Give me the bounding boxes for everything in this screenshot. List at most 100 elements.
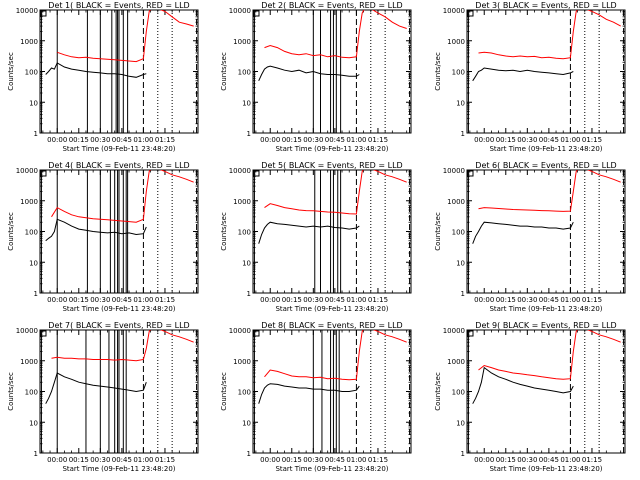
corner-marker	[253, 170, 260, 177]
series-group	[45, 170, 194, 242]
x-tick-label: 01:00	[560, 296, 580, 304]
y-axis-label: Counts/sec	[7, 52, 15, 91]
x-tick-label: 00:00	[474, 456, 494, 464]
x-axis-label: Start Time (09-Feb-11 23:48:20)	[62, 145, 175, 153]
x-tick-label: 01:00	[346, 136, 366, 144]
events-series-line	[258, 221, 360, 244]
x-tick-label: 00:30	[517, 456, 537, 464]
x-axis-label: Start Time (09-Feb-11 23:48:20)	[489, 305, 602, 313]
y-tick-label: 1	[34, 290, 38, 298]
detector-panel-6: Det 6( BLACK = Events, RED = LLD 1 10 100 10…	[434, 161, 626, 313]
y-tick-label: 1000	[447, 358, 465, 366]
x-tick-label: 01:15	[155, 136, 175, 144]
panel-title: Det 9( BLACK = Events, RED = LLD	[475, 321, 616, 330]
y-tick-label: 100	[238, 389, 251, 397]
y-tick-label: 100	[25, 229, 38, 237]
x-tick-label: 00:00	[260, 136, 280, 144]
lld-series-line	[264, 10, 407, 59]
y-tick-label: 1	[34, 450, 38, 458]
y-tick-label: 1000	[20, 198, 38, 206]
corner-marker	[467, 170, 474, 177]
x-tick-label: 00:30	[517, 136, 537, 144]
lld-series-line	[51, 330, 194, 362]
y-tick-label: 1	[247, 450, 251, 458]
x-tick-label: 00:15	[282, 456, 302, 464]
events-series-line	[472, 221, 574, 244]
detector-panel-3: Det 3( BLACK = Events, RED = LLD 1 10 100 10…	[434, 1, 626, 153]
y-tick-label: 1	[461, 290, 465, 298]
panel-title: Det 6( BLACK = Events, RED = LLD	[475, 161, 616, 170]
x-tick-label: 00:15	[69, 136, 89, 144]
y-tick-label: 10	[242, 419, 251, 427]
y-tick-label: 10	[242, 259, 251, 267]
y-tick-label: 1000	[20, 358, 38, 366]
events-series-line	[472, 67, 574, 82]
plot-frame	[466, 169, 626, 294]
x-axis-label: Start Time (09-Feb-11 23:48:20)	[62, 465, 175, 473]
y-tick-label: 10	[242, 99, 251, 107]
y-axis-label: Counts/sec	[220, 212, 228, 251]
marker-lines	[253, 170, 411, 293]
y-tick-label: 10000	[16, 327, 38, 335]
series-group	[472, 170, 621, 244]
x-tick-label: 01:00	[346, 296, 366, 304]
x-axis-label: Start Time (09-Feb-11 23:48:20)	[489, 145, 602, 153]
corner-marker	[253, 330, 260, 337]
x-tick-label: 01:15	[368, 296, 388, 304]
y-tick-label: 1	[461, 130, 465, 138]
x-tick-label: 01:15	[155, 296, 175, 304]
y-tick-label: 100	[452, 389, 465, 397]
marker-lines	[467, 330, 625, 453]
corner-marker	[40, 170, 47, 177]
x-tick-label: 00:30	[90, 456, 110, 464]
y-tick-label: 10	[456, 99, 465, 107]
x-tick-label: 01:15	[368, 136, 388, 144]
x-tick-label: 00:45	[112, 136, 132, 144]
events-series-line	[258, 383, 360, 404]
x-tick-label: 01:00	[133, 296, 153, 304]
x-axis-label: Start Time (09-Feb-11 23:48:20)	[489, 465, 602, 473]
x-axis-label: Start Time (09-Feb-11 23:48:20)	[275, 305, 388, 313]
y-tick-label: 100	[238, 229, 251, 237]
x-tick-label: 01:15	[582, 456, 602, 464]
x-tick-label: 01:00	[133, 136, 153, 144]
plot-frame	[252, 169, 412, 294]
x-tick-label: 00:15	[496, 136, 516, 144]
plot-frame	[252, 9, 412, 134]
x-tick-label: 00:15	[496, 296, 516, 304]
series-group	[45, 330, 194, 404]
marker-lines	[253, 10, 411, 133]
series-group	[258, 330, 407, 404]
y-tick-label: 1	[247, 290, 251, 298]
x-tick-label: 00:00	[260, 296, 280, 304]
detector-panel-7: Det 7( BLACK = Events, RED = LLD 1 10 100 10…	[7, 321, 199, 473]
x-tick-label: 00:15	[69, 456, 89, 464]
events-series-line	[258, 65, 360, 82]
y-axis-label: Counts/sec	[434, 52, 442, 91]
x-tick-label: 00:00	[47, 296, 67, 304]
x-tick-label: 00:45	[539, 456, 559, 464]
x-tick-label: 00:15	[496, 456, 516, 464]
marker-lines	[40, 10, 198, 133]
lld-series-line	[478, 330, 621, 380]
x-tick-label: 00:45	[539, 136, 559, 144]
x-tick-label: 00:15	[282, 136, 302, 144]
lld-series-line	[264, 330, 407, 381]
plot-frame	[252, 329, 412, 454]
y-axis-label: Counts/sec	[434, 212, 442, 251]
y-tick-label: 10000	[16, 167, 38, 175]
y-axis-label: Counts/sec	[220, 52, 228, 91]
marker-lines	[253, 330, 411, 453]
x-tick-label: 00:45	[325, 456, 345, 464]
y-tick-label: 1000	[447, 198, 465, 206]
detector-panel-2: Det 2( BLACK = Events, RED = LLD 1 10 100 10…	[220, 1, 412, 153]
x-tick-label: 00:45	[325, 296, 345, 304]
corner-marker	[40, 330, 47, 337]
y-tick-label: 100	[25, 69, 38, 77]
y-tick-label: 100	[452, 69, 465, 77]
y-axis-label: Counts/sec	[7, 372, 15, 411]
x-tick-label: 01:15	[368, 456, 388, 464]
y-tick-label: 10	[29, 419, 38, 427]
x-axis-label: Start Time (09-Feb-11 23:48:20)	[62, 305, 175, 313]
